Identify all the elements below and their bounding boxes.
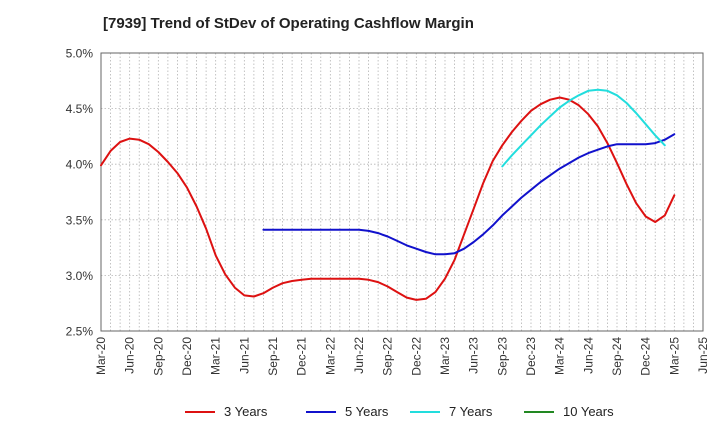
- x-tick-label: Mar-23: [438, 337, 452, 375]
- x-tick-label: Mar-22: [323, 337, 337, 375]
- x-tick-label: Jun-21: [237, 337, 251, 374]
- legend-item-5-years: 5 Years: [306, 404, 388, 419]
- chart-legend: 3 Years 5 Years 7 Years 10 Years: [0, 404, 720, 426]
- x-tick-label: Dec-24: [639, 337, 653, 376]
- x-tick-label: Jun-20: [123, 337, 137, 374]
- legend-item-3-years: 3 Years: [185, 404, 267, 419]
- plot-area: [101, 53, 703, 331]
- x-tick-label: Dec-20: [180, 337, 194, 376]
- series-line-7-years: [501, 88, 666, 168]
- x-tick-label: Mar-20: [94, 337, 108, 375]
- x-tick-label: Jun-24: [581, 337, 595, 374]
- y-tick-label: 3.5%: [66, 213, 94, 227]
- x-tick-label: Sep-20: [151, 337, 165, 376]
- legend-item-7-years: 7 Years: [410, 404, 492, 419]
- y-tick-label: 5.0%: [66, 47, 94, 61]
- plot-border: [100, 52, 704, 332]
- x-tick-label: Dec-22: [409, 337, 423, 376]
- x-tick-label: Mar-25: [667, 337, 681, 375]
- x-tick-label: Sep-24: [610, 337, 624, 376]
- x-tick-label: Mar-24: [553, 337, 567, 375]
- x-tick-label: Jun-22: [352, 337, 366, 374]
- legend-label-10-years: 10 Years: [563, 404, 614, 419]
- y-tick-label: 4.5%: [66, 102, 94, 116]
- x-tick-label: Sep-21: [266, 337, 280, 376]
- legend-label-7-years: 7 Years: [449, 404, 493, 419]
- x-tick-label: Mar-21: [209, 337, 223, 375]
- x-tick-label: Dec-21: [295, 337, 309, 376]
- series-line-5-years: [262, 133, 676, 256]
- legend-label-5-years: 5 Years: [345, 404, 389, 419]
- x-tick-label: Sep-22: [381, 337, 395, 376]
- y-tick-label: 4.0%: [66, 158, 94, 172]
- y-tick-label: 3.0%: [66, 269, 94, 283]
- legend-swatch-10-years: [524, 410, 554, 413]
- legend-swatch-5-years: [306, 410, 336, 413]
- x-tick-label: Sep-23: [495, 337, 509, 376]
- legend-label-3-years: 3 Years: [224, 404, 268, 419]
- legend-swatch-3-years: [185, 410, 215, 413]
- y-tick-label: 2.5%: [66, 325, 94, 339]
- x-tick-label: Dec-23: [524, 337, 538, 376]
- series-line-3-years: [100, 96, 676, 301]
- chart-title: [7939] Trend of StDev of Operating Cashf…: [103, 15, 474, 32]
- legend-swatch-7-years: [410, 410, 440, 413]
- x-tick-label: Jun-23: [467, 337, 481, 374]
- legend-item-10-years: 10 Years: [524, 404, 614, 419]
- x-tick-label: Jun-25: [696, 337, 710, 374]
